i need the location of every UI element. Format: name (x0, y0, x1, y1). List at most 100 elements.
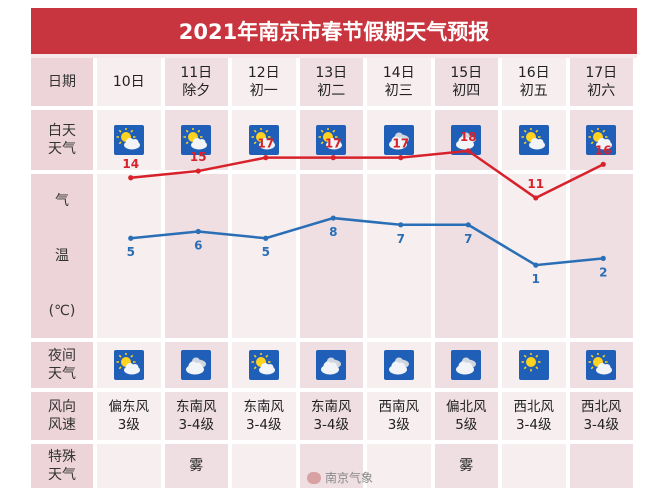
day-weather-cell (569, 110, 637, 174)
wind-cell: 偏北风 5级 (434, 392, 502, 444)
day-weather-cell (434, 110, 502, 174)
row-label-text: 温 (55, 247, 69, 264)
wind-direction-text: 西北风 (513, 399, 555, 415)
wind-level-text: 5级 (455, 417, 478, 433)
night-weather-cell (299, 342, 367, 392)
sunny-cloudy-icon (316, 125, 347, 155)
sunny-cloudy-icon (248, 125, 279, 155)
wind-direction-text: 偏北风 (446, 399, 487, 415)
date-cell: 13日初二 (299, 58, 367, 110)
wind-direction-text: 东南风 (243, 399, 285, 415)
row-label-text: 天气 (48, 366, 76, 382)
row-label-text: 天气 (48, 467, 76, 483)
cloudy-icon (181, 350, 212, 380)
lunar-date-text: 初三 (384, 83, 413, 99)
wind-direction-text: 偏东风 (108, 399, 150, 415)
day-weather-cell (299, 110, 367, 174)
lunar-date-text: 初四 (452, 83, 481, 99)
lunar-date-text: 初六 (587, 83, 616, 99)
night-weather-cell (502, 342, 570, 392)
wind-cell: 西南风 3级 (367, 392, 435, 444)
row-label-text: 风向 (48, 399, 76, 415)
date-cell: 10日 (97, 58, 165, 110)
sunny-icon (518, 350, 549, 380)
lunar-date-text: 初一 (249, 83, 278, 99)
night-weather-cell (97, 342, 165, 392)
date-cell: 15日初四 (434, 58, 502, 110)
wind-cell: 西北风 3-4级 (569, 392, 637, 444)
wind-level-text: 3-4级 (313, 417, 350, 433)
date-text: 17日 (585, 65, 618, 81)
lunar-date-text: 除夕 (182, 83, 211, 99)
date-cell: 14日初三 (367, 58, 435, 110)
day-weather-cell (97, 110, 165, 174)
row-label-day-weather: 白天 天气 (31, 110, 97, 174)
row-label-wind: 风向 风速 (31, 392, 97, 444)
wind-cell: 东南风 3-4级 (299, 392, 367, 444)
forecast-card: 2021年南京市春节假期天气预报 日期 10日 11日 除夕 12日 初一 13日 初二 14… (31, 8, 637, 492)
wind-cell: 东南风 3-4级 (164, 392, 232, 444)
special-weather-cell (232, 444, 300, 492)
weibo-icon (306, 471, 321, 484)
row-label-text: 风速 (48, 417, 76, 433)
special-weather-cell (502, 444, 570, 492)
row-label-text: 日期 (48, 74, 76, 90)
day-weather-cell (502, 110, 570, 174)
temperature-cell (367, 174, 435, 342)
date-cell: 12日初一 (232, 58, 300, 110)
sunny-cloudy-icon (586, 125, 617, 155)
row-label-night-weather: 夜间 天气 (31, 342, 97, 392)
cloudy-icon (451, 350, 482, 380)
wind-level-text: 3-4级 (178, 417, 215, 433)
temperature-cell (502, 174, 570, 342)
watermark-text: 南京气象 (324, 471, 373, 485)
sunny-cloudy-icon (518, 125, 549, 155)
day-weather-cell (367, 110, 435, 174)
lunar-date-text: 初五 (519, 83, 548, 99)
wind-cell: 偏东风 3级 (97, 392, 165, 444)
date-cell: 16日初五 (502, 58, 570, 110)
row-label-text: 气 (55, 193, 69, 210)
special-weather-cell: 雾 (164, 444, 232, 492)
row-label-text: (℃) (48, 302, 76, 319)
night-weather-cell (232, 342, 300, 392)
special-weather-cell (367, 444, 435, 492)
night-weather-cell (569, 342, 637, 392)
wind-direction-text: 西南风 (378, 399, 420, 415)
lunar-date-text: 初二 (317, 83, 346, 99)
row-label-text: 特殊 (48, 449, 76, 465)
wind-cell: 西北风 3-4级 (502, 392, 570, 444)
date-text: 10日 (112, 74, 145, 90)
cloudy-icon (383, 350, 414, 380)
date-text: 16日 (517, 65, 550, 81)
wind-cell: 东南风 3-4级 (232, 392, 300, 444)
date-text: 12日 (247, 65, 280, 81)
night-weather-cell (164, 342, 232, 392)
temperature-cell (434, 174, 502, 342)
night-weather-cell (367, 342, 435, 392)
page-title: 2021年南京市春节假期天气预报 (31, 8, 637, 54)
date-text: 15日 (450, 65, 483, 81)
wind-level-text: 3-4级 (245, 417, 282, 433)
special-weather-cell (97, 444, 165, 492)
temperature-cell (232, 174, 300, 342)
row-label-text: 白天 (48, 123, 76, 139)
row-label-text: 夜间 (48, 348, 76, 364)
cloudy-icon (451, 125, 482, 155)
date-text: 14日 (382, 65, 415, 81)
day-weather-cell (164, 110, 232, 174)
row-label-date: 日期 (31, 58, 97, 110)
row-label-temperature: 气温 (℃) (31, 174, 97, 342)
special-weather-cell (569, 444, 637, 492)
watermark: 南京气象 (306, 469, 373, 486)
row-label-text: 天气 (48, 141, 76, 157)
date-text: 11日 (180, 65, 213, 81)
forecast-grid: 日期 10日 11日 除夕 12日 初一 13日 初二 14日 初三 15日 初四 16日 初五 17日初… (31, 58, 637, 492)
wind-direction-text: 东南风 (311, 399, 352, 415)
date-text: 13日 (315, 65, 348, 81)
wind-level-text: 3级 (117, 417, 140, 433)
wind-level-text: 3-4级 (515, 417, 552, 433)
temperature-cell (569, 174, 637, 342)
sunny-cloudy-icon (586, 350, 617, 380)
sunny-cloudy-icon (113, 125, 144, 155)
